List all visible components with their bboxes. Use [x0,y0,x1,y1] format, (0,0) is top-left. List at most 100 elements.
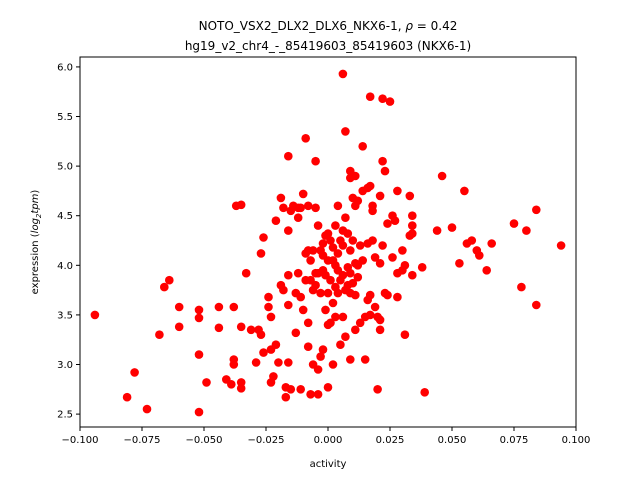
data-point [390,216,400,225]
data-point [358,142,368,151]
data-point [408,229,417,238]
data-point [284,226,293,235]
data-point [236,200,246,210]
data-point [284,358,293,367]
data-point [380,166,390,176]
data-point [447,223,457,232]
data-point [286,385,296,394]
data-point [229,302,239,312]
data-point [90,310,100,320]
data-point [328,298,338,308]
data-point [276,193,286,203]
data-point [328,243,338,252]
data-point [142,404,152,414]
x-tick-label: 0.025 [376,435,405,446]
chart-title-line2: hg19_v2_chr4_-_85419603_85419603 (NKX6-1… [185,39,471,53]
data-point [341,332,350,342]
data-point [522,226,531,235]
data-point [355,318,365,328]
data-point [174,302,184,312]
data-point [455,259,464,268]
y-tick-label: 3.5 [57,310,73,321]
data-point [346,246,355,255]
plot-area-frame [79,56,577,428]
x-tick-label: −0.075 [123,435,160,446]
data-point [437,171,447,181]
data-point [328,360,338,369]
data-point [313,390,323,399]
data-point [375,191,385,201]
data-points [90,69,566,417]
data-point [296,385,306,394]
data-point [532,205,541,215]
data-point [351,325,360,335]
data-point [353,272,363,282]
data-point [313,365,323,374]
y-axis-label-log: log [30,218,41,233]
data-point [365,290,375,300]
data-point [284,300,293,310]
x-tick-label: −0.025 [247,435,284,446]
data-point [378,156,387,166]
data-point [370,302,380,312]
data-point [313,221,323,230]
data-point [378,94,387,103]
data-point [266,312,276,322]
data-point [398,246,407,255]
y-axis-label-suffix: ) [30,190,41,194]
data-point [298,189,308,199]
data-point [400,330,410,340]
data-point [408,211,417,220]
y-axis-label-prefix: expression ( [30,233,41,294]
data-point [316,288,325,298]
data-point [303,201,313,211]
data-point [517,282,526,292]
data-point [321,305,330,315]
data-point [368,236,377,245]
data-point [509,219,519,228]
data-point [388,253,397,262]
data-point [408,221,417,230]
data-point [331,221,340,230]
data-point [311,156,320,166]
data-point [323,229,333,238]
data-point [259,233,268,242]
data-point [375,325,385,335]
data-point [532,300,541,310]
data-point [408,270,417,280]
data-point [271,216,281,225]
data-point [482,266,492,275]
data-point [368,201,377,211]
data-point [316,352,325,361]
data-point [348,278,358,288]
x-tick-label: 0.050 [438,435,467,446]
data-point [341,127,350,136]
data-point [346,268,355,278]
data-point [293,268,303,278]
data-point [256,249,266,258]
data-point [336,340,345,350]
data-point [296,203,306,213]
data-point [174,322,184,332]
data-point [365,92,375,101]
data-point [306,256,315,265]
data-point [194,407,204,417]
y-tick-label: 6.0 [57,62,73,73]
data-point [338,312,348,322]
data-point [333,201,343,211]
data-point [274,358,283,367]
data-point [122,392,132,402]
data-point [311,280,320,290]
chart-title-name: NOTO_VSX2_DLX2_DLX6_NKX6-1, [199,19,406,33]
y-tick-label: 4.0 [57,261,73,272]
data-point [293,213,303,222]
data-point [318,239,328,248]
data-point [348,236,358,245]
data-point [370,253,380,262]
data-point [160,282,169,292]
data-point [259,348,268,357]
data-point [236,322,246,332]
data-point [284,151,293,161]
